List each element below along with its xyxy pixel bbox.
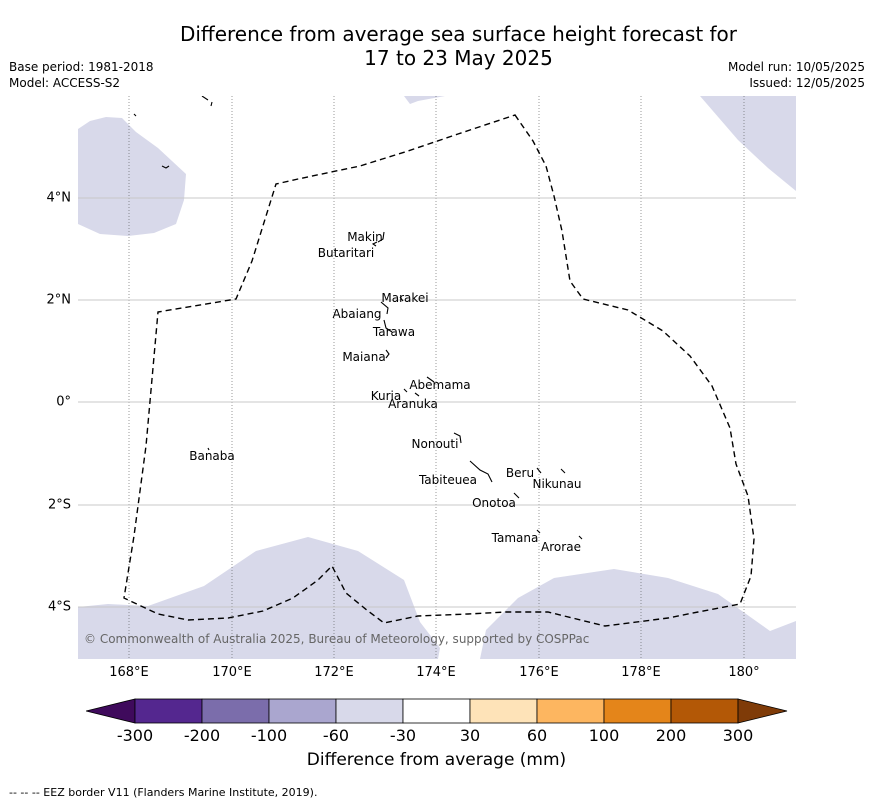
label-tarawa: Tarawa xyxy=(372,325,416,339)
shade-nw xyxy=(78,117,186,236)
base-period: Base period: 1981-2018 xyxy=(9,60,154,74)
islet-nw-2 xyxy=(161,165,170,169)
colorbar xyxy=(86,698,788,724)
atoll-maiana xyxy=(385,349,390,359)
label-makin: Makin xyxy=(347,230,383,244)
issued-date: Issued: 12/05/2025 xyxy=(749,76,865,90)
islet-top xyxy=(201,96,213,107)
lon-tick-180: 180° xyxy=(728,665,760,680)
colorbar-extend-low xyxy=(86,698,136,724)
parallel-lines xyxy=(78,197,796,608)
lon-tick-172e: 172°E xyxy=(314,665,354,680)
atoll-nonouti xyxy=(453,432,462,444)
colorbar-label-5: -30 xyxy=(389,726,417,745)
eez-border xyxy=(123,114,755,627)
label-nikunau: Nikunau xyxy=(532,477,582,491)
colorbar-label-9: 200 xyxy=(655,726,687,745)
colorbar-label-7: 60 xyxy=(526,726,548,745)
lat-tick-4n: 4°N xyxy=(46,190,72,206)
label-abaiang: Abaiang xyxy=(332,307,382,321)
label-tabiteuea: Tabiteuea xyxy=(418,473,478,487)
label-kuria: Kuria xyxy=(370,389,402,403)
meta-left: Base period: 1981-2018 Model: ACCESS-S2 xyxy=(9,59,154,91)
lon-tick-170e: 170°E xyxy=(212,665,252,680)
colorbar-label-6: 30 xyxy=(459,726,481,745)
label-aranuka: Aranuka xyxy=(388,397,438,411)
label-butaritari: Butaritari xyxy=(317,246,375,260)
label-tamana: Tamana xyxy=(491,531,539,545)
map-title: Difference from average sea surface heig… xyxy=(0,22,873,70)
colorbar-band-1 xyxy=(134,698,203,724)
shade-southeast xyxy=(480,569,796,659)
anomaly-shading xyxy=(78,96,796,659)
atoll-kuria xyxy=(403,388,408,393)
map-svg xyxy=(78,96,796,659)
colorbar-label-2: -200 xyxy=(183,726,221,745)
copyright-note: © Commonwealth of Australia 2025, Bureau… xyxy=(84,632,590,646)
title-line-1: Difference from average sea surface heig… xyxy=(179,22,738,46)
colorbar-band-3 xyxy=(268,698,337,724)
label-beru: Beru xyxy=(505,466,535,480)
colorbar-band-9 xyxy=(670,698,739,724)
atoll-arorae xyxy=(578,535,583,540)
lat-tick-0: 0° xyxy=(56,394,71,410)
label-arorae: Arorae xyxy=(541,540,581,554)
colorbar-extend-high xyxy=(737,698,788,724)
colorbar-label-10: 300 xyxy=(722,726,754,745)
colorbar-label-8: 100 xyxy=(588,726,620,745)
colorbar-label-4: -60 xyxy=(322,726,350,745)
colorbar-title: Difference from average (mm) xyxy=(306,750,567,770)
colorbar-band-6 xyxy=(469,698,538,724)
label-onotoa: Onotoa xyxy=(472,496,516,510)
atoll-abemama xyxy=(426,376,435,383)
atoll-banaba xyxy=(207,447,210,451)
colorbar-label-1: -300 xyxy=(116,726,154,745)
lat-tick-2s: 2°S xyxy=(47,497,71,513)
atoll-abaiang xyxy=(380,301,389,315)
lat-tick-4s: 4°S xyxy=(47,599,71,615)
colorbar-band-8 xyxy=(603,698,672,724)
model-name: Model: ACCESS-S2 xyxy=(9,76,121,90)
lon-tick-168e: 168°E xyxy=(109,665,149,680)
atoll-butaritari xyxy=(371,241,378,247)
meridian-lines xyxy=(128,96,745,659)
label-nonouti: Nonouti xyxy=(411,437,459,451)
shade-south xyxy=(78,537,440,659)
model-run: Model run: 10/05/2025 xyxy=(727,60,865,74)
colorbar-band-2 xyxy=(201,698,270,724)
label-banaba: Banaba xyxy=(189,449,235,463)
meta-right: Model run: 10/05/2025 Issued: 12/05/2025 xyxy=(728,59,865,91)
colorbar-label-3: -100 xyxy=(250,726,288,745)
atoll-tamana xyxy=(536,529,541,534)
atoll-tarawa xyxy=(383,319,393,333)
atoll-makin xyxy=(377,231,385,243)
islet-nw-1 xyxy=(133,113,137,117)
lat-tick-2n: 2°N xyxy=(46,292,72,308)
shade-top xyxy=(404,96,445,104)
lon-tick-174e: 174°E xyxy=(416,665,456,680)
colorbar-band-7 xyxy=(536,698,605,724)
colorbar-band-4 xyxy=(335,698,404,724)
label-marakei: Marakei xyxy=(381,291,429,305)
atoll-onotoa xyxy=(513,492,520,499)
atoll-beru xyxy=(536,467,542,474)
map-panel: Makin Butaritari Marakei Abaiang Tarawa … xyxy=(78,96,796,659)
atoll-aranuka xyxy=(414,392,420,397)
eez-footnote: -- -- -- EEZ border V11 (Flanders Marine… xyxy=(9,786,318,799)
lon-tick-178e: 178°E xyxy=(621,665,661,680)
label-maiana: Maiana xyxy=(342,350,386,364)
shade-ne xyxy=(700,96,796,191)
atoll-tabiteuea xyxy=(469,460,493,483)
label-abemama: Abemama xyxy=(409,378,471,392)
atoll-outlines xyxy=(133,96,583,540)
title-line-2: 17 to 23 May 2025 xyxy=(364,46,553,70)
lon-tick-176e: 176°E xyxy=(519,665,559,680)
atoll-nikunau xyxy=(560,468,566,474)
atoll-marakei xyxy=(399,296,404,302)
colorbar-band-5 xyxy=(402,698,471,724)
